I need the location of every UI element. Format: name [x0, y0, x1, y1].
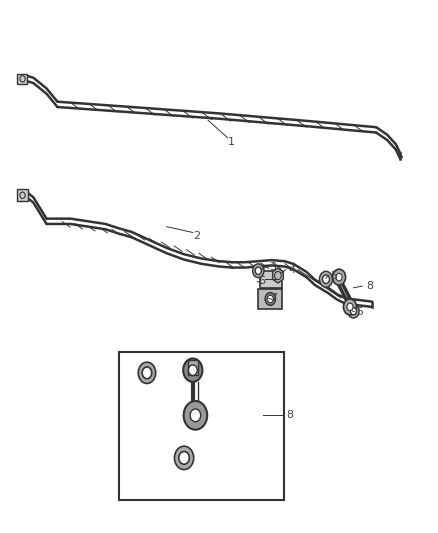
- Bar: [258, 289, 283, 309]
- Text: 8: 8: [367, 281, 374, 291]
- Circle shape: [183, 359, 202, 382]
- Text: 8: 8: [287, 410, 294, 421]
- Bar: [187, 360, 198, 375]
- Text: 2: 2: [193, 231, 200, 241]
- Circle shape: [348, 304, 359, 318]
- Circle shape: [188, 365, 197, 375]
- Circle shape: [350, 308, 357, 315]
- Circle shape: [319, 271, 332, 287]
- Circle shape: [138, 362, 155, 383]
- Text: 5: 5: [330, 271, 337, 280]
- Text: 1: 1: [228, 136, 235, 147]
- Circle shape: [253, 264, 264, 278]
- Circle shape: [322, 275, 329, 284]
- Bar: [261, 271, 283, 288]
- Circle shape: [265, 293, 276, 305]
- Text: 6: 6: [258, 277, 265, 286]
- Circle shape: [332, 269, 346, 285]
- Circle shape: [184, 401, 207, 430]
- Text: 4: 4: [288, 265, 295, 274]
- Circle shape: [336, 273, 342, 281]
- Text: 3: 3: [269, 262, 276, 271]
- Circle shape: [347, 303, 353, 311]
- Circle shape: [255, 267, 261, 274]
- Text: 5: 5: [357, 306, 364, 317]
- Circle shape: [179, 451, 189, 464]
- Text: 7: 7: [271, 293, 278, 303]
- Bar: [17, 74, 27, 84]
- Circle shape: [174, 446, 194, 470]
- Circle shape: [142, 367, 152, 378]
- Bar: [17, 189, 28, 201]
- Bar: [119, 352, 285, 500]
- Circle shape: [190, 409, 201, 422]
- Circle shape: [343, 299, 357, 315]
- Circle shape: [267, 295, 273, 303]
- Polygon shape: [272, 268, 283, 283]
